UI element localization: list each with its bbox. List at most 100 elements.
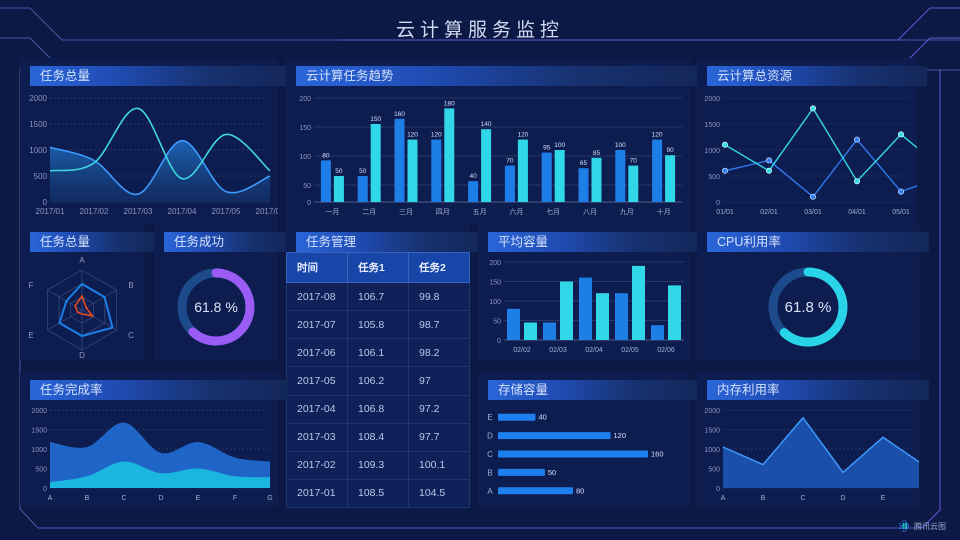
svg-text:180: 180 xyxy=(444,100,455,107)
svg-text:160: 160 xyxy=(651,450,664,459)
svg-text:B: B xyxy=(128,281,133,290)
svg-text:61.8 %: 61.8 % xyxy=(785,299,832,316)
svg-text:02/06: 02/06 xyxy=(657,347,675,354)
svg-text:95: 95 xyxy=(543,145,551,152)
svg-text:200: 200 xyxy=(489,260,501,267)
svg-text:03/01: 03/01 xyxy=(804,209,822,216)
svg-text:C: C xyxy=(121,495,126,502)
svg-text:500: 500 xyxy=(34,172,48,181)
svg-text:0: 0 xyxy=(307,200,311,207)
svg-text:A: A xyxy=(487,487,493,496)
svg-text:500: 500 xyxy=(708,174,720,181)
svg-text:D: D xyxy=(840,495,845,502)
svg-text:150: 150 xyxy=(489,280,501,287)
svg-text:100: 100 xyxy=(554,142,565,149)
svg-text:E: E xyxy=(881,495,886,502)
svg-text:0: 0 xyxy=(43,198,48,207)
svg-text:500: 500 xyxy=(35,467,47,474)
svg-text:120: 120 xyxy=(517,132,528,139)
svg-text:70: 70 xyxy=(630,158,638,165)
svg-text:F: F xyxy=(29,281,34,290)
svg-text:C: C xyxy=(128,331,134,340)
svg-text:G: G xyxy=(267,495,272,502)
svg-text:C: C xyxy=(800,495,805,502)
svg-text:50: 50 xyxy=(303,183,311,190)
svg-text:三月: 三月 xyxy=(399,208,413,216)
svg-text:二月: 二月 xyxy=(362,208,376,216)
svg-text:0: 0 xyxy=(497,338,501,345)
svg-text:2017/05: 2017/05 xyxy=(212,207,241,216)
svg-text:2017/06: 2017/06 xyxy=(256,207,278,216)
svg-text:1500: 1500 xyxy=(29,120,47,129)
svg-text:50: 50 xyxy=(359,168,367,175)
svg-text:2000: 2000 xyxy=(29,94,47,103)
svg-text:05/01: 05/01 xyxy=(892,209,910,216)
svg-text:四月: 四月 xyxy=(436,208,450,216)
svg-text:160: 160 xyxy=(394,111,405,118)
svg-text:02/04: 02/04 xyxy=(585,347,603,354)
svg-text:01/01: 01/01 xyxy=(716,209,734,216)
svg-text:D: D xyxy=(79,351,85,360)
svg-text:A: A xyxy=(721,495,726,502)
svg-text:120: 120 xyxy=(431,132,442,139)
svg-text:八月: 八月 xyxy=(583,208,597,216)
svg-text:02/02: 02/02 xyxy=(513,347,531,354)
svg-text:120: 120 xyxy=(614,431,627,440)
svg-text:1000: 1000 xyxy=(31,447,47,454)
svg-text:A: A xyxy=(79,256,85,265)
svg-text:D: D xyxy=(487,432,493,441)
svg-text:七月: 七月 xyxy=(546,207,560,216)
svg-text:C: C xyxy=(487,450,493,459)
svg-text:100: 100 xyxy=(489,299,501,306)
svg-text:E: E xyxy=(28,331,33,340)
svg-text:1500: 1500 xyxy=(31,428,47,435)
svg-text:B: B xyxy=(761,495,766,502)
svg-text:85: 85 xyxy=(593,150,601,157)
svg-text:2000: 2000 xyxy=(704,408,720,415)
svg-text:50: 50 xyxy=(493,319,501,326)
svg-text:500: 500 xyxy=(708,467,720,474)
svg-text:2017/01: 2017/01 xyxy=(36,207,65,216)
svg-text:B: B xyxy=(85,495,90,502)
svg-text:80: 80 xyxy=(322,152,330,159)
svg-text:1000: 1000 xyxy=(704,148,720,155)
svg-text:六月: 六月 xyxy=(509,207,523,216)
svg-text:A: A xyxy=(48,495,53,502)
svg-text:02/05: 02/05 xyxy=(621,347,639,354)
svg-text:D: D xyxy=(158,495,163,502)
svg-text:50: 50 xyxy=(548,468,556,477)
svg-text:0: 0 xyxy=(716,486,720,493)
svg-text:70: 70 xyxy=(506,158,514,165)
svg-text:2000: 2000 xyxy=(704,96,720,103)
svg-text:150: 150 xyxy=(370,116,381,123)
svg-text:F: F xyxy=(233,495,237,502)
svg-text:40: 40 xyxy=(539,413,547,422)
svg-text:E: E xyxy=(487,413,492,422)
svg-text:1000: 1000 xyxy=(29,146,47,155)
svg-text:1000: 1000 xyxy=(704,447,720,454)
svg-text:五月: 五月 xyxy=(473,208,487,216)
svg-text:1500: 1500 xyxy=(704,122,720,129)
svg-text:2017/03: 2017/03 xyxy=(124,207,153,216)
svg-text:2000: 2000 xyxy=(31,408,47,415)
svg-text:2017/02: 2017/02 xyxy=(80,207,109,216)
svg-text:65: 65 xyxy=(580,160,588,167)
svg-text:150: 150 xyxy=(299,125,311,132)
svg-text:120: 120 xyxy=(652,132,663,139)
svg-text:80: 80 xyxy=(576,486,584,495)
svg-text:61.8 %: 61.8 % xyxy=(194,299,238,315)
svg-text:1500: 1500 xyxy=(704,428,720,435)
svg-text:02/01: 02/01 xyxy=(760,209,778,216)
svg-text:120: 120 xyxy=(407,132,418,139)
svg-text:50: 50 xyxy=(335,168,343,175)
svg-text:100: 100 xyxy=(299,154,311,161)
svg-text:十月: 十月 xyxy=(657,207,671,216)
svg-text:02/03: 02/03 xyxy=(549,347,567,354)
svg-text:200: 200 xyxy=(299,96,311,103)
svg-text:100: 100 xyxy=(615,142,626,149)
svg-text:90: 90 xyxy=(666,147,674,154)
svg-text:E: E xyxy=(196,495,201,502)
svg-text:2017/04: 2017/04 xyxy=(168,207,197,216)
svg-text:一月: 一月 xyxy=(325,208,339,216)
svg-text:40: 40 xyxy=(469,173,477,180)
